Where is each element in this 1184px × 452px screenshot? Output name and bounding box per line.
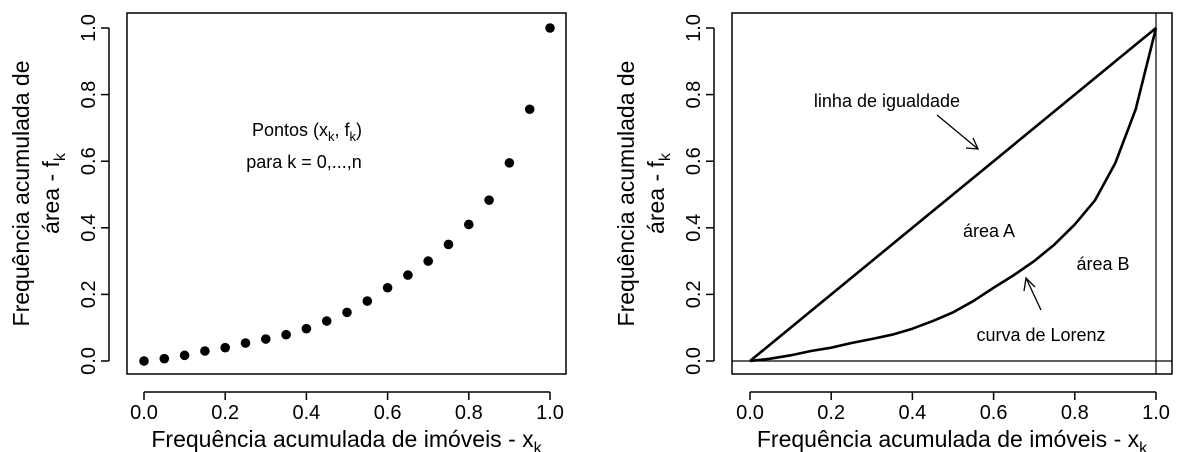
data-point: [139, 356, 149, 366]
y-tick-label: 0.2: [683, 280, 705, 308]
data-point: [382, 282, 393, 293]
right-x-axis-label: Frequência acumulada de imóveis - xk: [757, 426, 1148, 452]
data-point: [261, 334, 271, 344]
data-point: [220, 342, 230, 353]
data-point: [524, 104, 535, 115]
x-tick-label: 0.6: [980, 402, 1008, 424]
right-y-axis-label-line2: área - fk: [643, 152, 674, 234]
x-tick-label: 1.0: [536, 402, 564, 424]
y-tick-label: 1.0: [78, 14, 100, 42]
right-y-axis-label-line1: Frequência acumulada de: [613, 61, 639, 327]
data-point: [484, 195, 494, 205]
x-tick-label: 0.2: [817, 402, 845, 424]
data-point: [362, 296, 373, 306]
data-point: [443, 239, 454, 250]
right-chart: 0.0 0.2 0.4 0.6 0.8 1.0 0.0 0.2 0.4 0.6 0.8 1.0 Fr…: [613, 12, 1173, 452]
equality-line-label: linha de igualdade: [814, 91, 960, 111]
points-annotation-line2: para k = 0,...,n: [246, 152, 362, 172]
x-tick-label: 0.0: [736, 402, 764, 424]
x-tick-label: 0.2: [211, 402, 239, 424]
y-tick-label: 0.2: [78, 280, 100, 308]
y-tick-label: 0.6: [683, 147, 705, 175]
y-tick-label: 0.4: [78, 214, 100, 242]
data-point: [200, 346, 210, 356]
data-point: [403, 270, 413, 280]
x-tick-label: 0.8: [455, 402, 483, 424]
y-tick-label: 0.6: [78, 147, 100, 175]
left-x-axis-label: Frequência acumulada de imóveis - xk: [151, 426, 542, 452]
right-y-axis: 0.0 0.2 0.4 0.6 0.8 1.0: [683, 14, 715, 375]
y-tick-label: 0.8: [78, 81, 100, 109]
right-x-axis: 0.0 0.2 0.4 0.6 0.8 1.0: [736, 391, 1170, 424]
lorenz-curve-label: curva de Lorenz: [976, 325, 1105, 345]
y-tick-label: 0.0: [78, 347, 100, 375]
y-tick-label: 0.4: [683, 214, 705, 242]
left-chart: 0.0 0.2 0.4 0.6 0.8 1.0 0.0 0.2 0.4 0.6 0.8 1.0 Fr…: [8, 12, 567, 452]
x-tick-label: 1.0: [1142, 402, 1170, 424]
right-plot-frame: [731, 12, 1173, 375]
data-point: [301, 323, 312, 334]
right-lines: [732, 13, 1172, 374]
data-point: [159, 353, 170, 364]
equality-arrow: [936, 114, 980, 150]
x-tick-label: 0.0: [130, 402, 158, 424]
data-point: [464, 219, 474, 230]
x-tick-label: 0.8: [1061, 402, 1089, 424]
area-a-label: área A: [963, 221, 1015, 241]
data-point: [321, 316, 332, 326]
data-point: [240, 338, 251, 348]
y-tick-label: 0.0: [683, 347, 705, 375]
left-y-axis: 0.0 0.2 0.4 0.6 0.8 1.0: [78, 14, 110, 375]
equality-line: [749, 26, 1157, 363]
area-b-label: área B: [1076, 254, 1129, 274]
lorenz-arrow: [1023, 276, 1042, 311]
left-y-axis-label-line1: Frequência acumulada de: [8, 61, 34, 327]
points-annotation-line1: Pontos (xk, fk): [252, 120, 362, 144]
data-point: [504, 158, 515, 168]
left-x-axis: 0.0 0.2 0.4 0.6 0.8 1.0: [130, 391, 564, 424]
left-y-axis-label-line2: área - fk: [38, 152, 69, 234]
lorenz-curve: [749, 27, 1158, 363]
y-tick-label: 1.0: [683, 14, 705, 42]
data-point: [281, 329, 291, 340]
x-tick-label: 0.4: [292, 402, 320, 424]
left-plot-frame: [126, 12, 567, 375]
y-tick-label: 0.8: [683, 81, 705, 109]
data-point: [545, 23, 555, 33]
x-tick-label: 0.6: [374, 402, 402, 424]
data-point: [423, 256, 434, 266]
data-point: [179, 350, 190, 361]
data-point: [342, 307, 352, 318]
x-tick-label: 0.4: [898, 402, 926, 424]
left-points: [139, 23, 555, 366]
